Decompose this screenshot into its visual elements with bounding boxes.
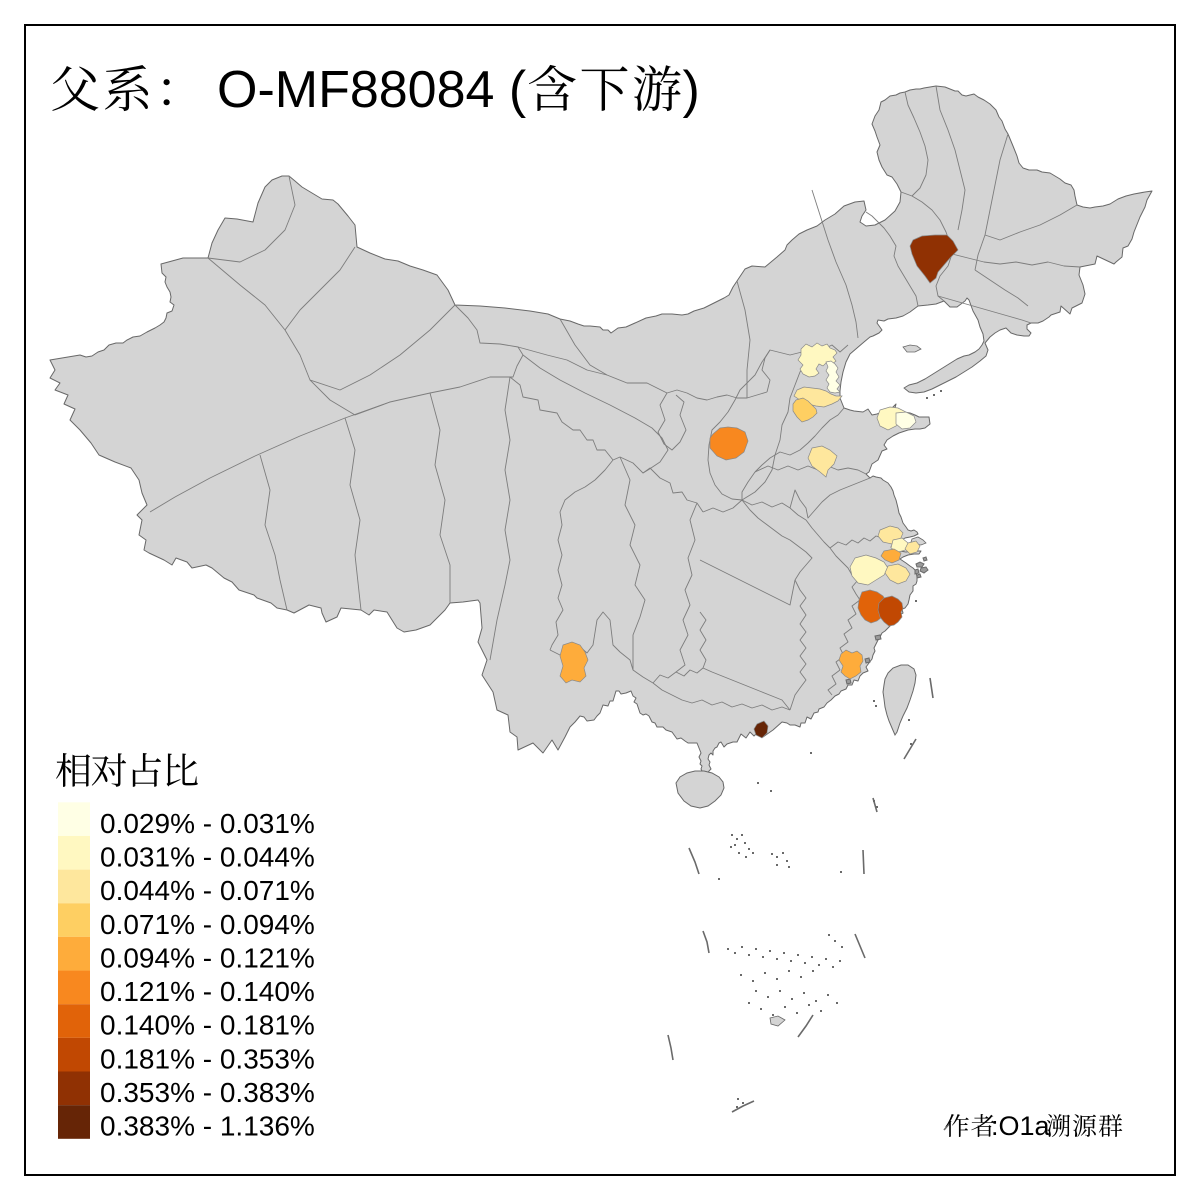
svg-text:0.044% - 0.071%: 0.044% - 0.071%	[100, 875, 315, 906]
svg-text:0.071% - 0.094%: 0.071% - 0.094%	[100, 909, 315, 940]
svg-text::O1a: :O1a	[991, 1111, 1051, 1141]
svg-text:0.181% - 0.353%: 0.181% - 0.353%	[100, 1043, 315, 1074]
svg-text:0.094% - 0.121%: 0.094% - 0.121%	[100, 942, 315, 973]
svg-text:0.121% - 0.140%: 0.121% - 0.140%	[100, 976, 315, 1007]
svg-text:0.140% - 0.181%: 0.140% - 0.181%	[100, 1010, 315, 1041]
svg-text:): )	[683, 61, 700, 119]
svg-text:0.353% - 0.383%: 0.353% - 0.383%	[100, 1077, 315, 1108]
svg-text:0.029% - 0.031%: 0.029% - 0.031%	[100, 808, 315, 839]
svg-text:O-MF88084 (: O-MF88084 (	[217, 61, 527, 119]
svg-text:0.383% - 1.136%: 0.383% - 1.136%	[100, 1111, 315, 1142]
svg-text:0.031% - 0.044%: 0.031% - 0.044%	[100, 841, 315, 872]
